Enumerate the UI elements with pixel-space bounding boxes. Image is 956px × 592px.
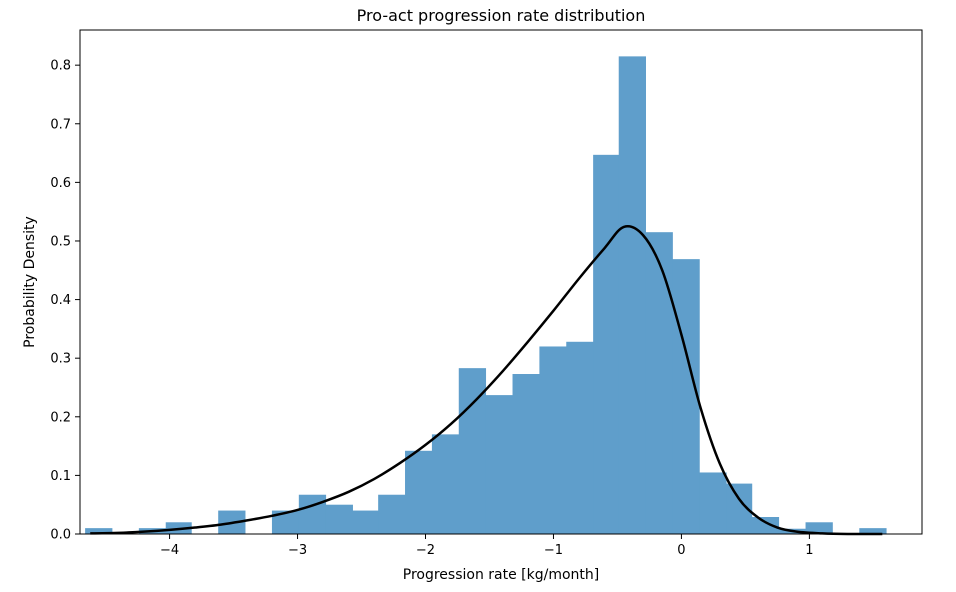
- histogram-bar: [593, 154, 620, 534]
- histogram-bar: [85, 528, 113, 534]
- histogram-bar: [859, 528, 887, 534]
- histogram-bar: [805, 522, 833, 534]
- y-tick-label: 0.1: [50, 469, 71, 484]
- histogram-bar: [271, 510, 300, 534]
- histogram-bar: [539, 346, 567, 534]
- histogram-bar: [751, 517, 780, 534]
- histogram-bar: [699, 472, 727, 534]
- histogram-bars: [85, 56, 887, 535]
- histogram-bar: [352, 510, 379, 534]
- y-axis: 0.0 0.1 0.2 0.3 0.4 0.5 0.6 0.7 0.8: [50, 59, 80, 543]
- histogram-bar: [405, 450, 433, 534]
- chart-title: Pro-act progression rate distribution: [357, 6, 646, 25]
- y-tick-label: 0.8: [50, 59, 71, 74]
- histogram-bar: [485, 395, 513, 534]
- histogram-bar: [378, 494, 406, 534]
- x-tick-label: −4: [160, 543, 179, 558]
- histogram-bar: [618, 56, 646, 535]
- y-tick-label: 0.0: [50, 528, 71, 543]
- y-axis-label: Probability Density: [22, 216, 38, 348]
- fit-curve-group: [90, 225, 883, 536]
- x-tick-label: 1: [805, 543, 813, 558]
- histogram-bar: [566, 341, 594, 534]
- y-tick-label: 0.3: [50, 352, 71, 367]
- y-tick-label: 0.7: [50, 117, 71, 132]
- x-tick-label: −3: [288, 543, 307, 558]
- y-tick-label: 0.5: [50, 234, 71, 249]
- y-tick-label: 0.4: [50, 293, 71, 308]
- histogram-bar: [298, 494, 327, 534]
- y-tick-label: 0.2: [50, 410, 71, 425]
- x-tick-label: −1: [544, 543, 563, 558]
- x-tick-label: −2: [416, 543, 435, 558]
- histogram-bar: [325, 504, 353, 534]
- fit-curve-line: [90, 225, 883, 536]
- x-tick-label: 0: [677, 543, 685, 558]
- histogram-bar: [645, 232, 673, 534]
- histogram-bar: [512, 374, 540, 534]
- histogram-bar: [431, 434, 460, 534]
- plot-frame: [79, 29, 923, 535]
- y-tick-label: 0.6: [50, 176, 71, 191]
- x-axis-label: Progression rate [kg/month]: [403, 567, 600, 583]
- histogram-bar: [672, 259, 700, 534]
- x-axis: −4 −3 −2 −1 0 1: [160, 534, 814, 558]
